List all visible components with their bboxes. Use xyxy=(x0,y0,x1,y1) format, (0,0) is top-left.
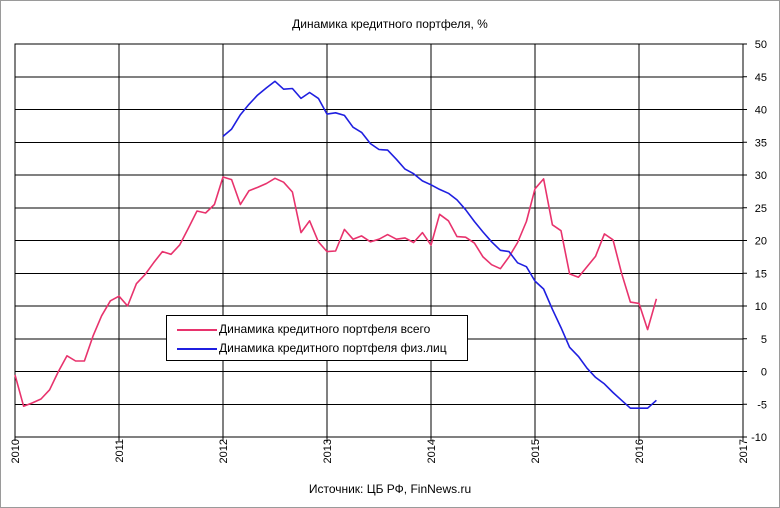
y-tick-label: 20 xyxy=(755,236,767,248)
legend: Динамика кредитного портфеля всего Динам… xyxy=(166,315,468,361)
x-tick-label: 2017 xyxy=(738,439,750,463)
y-tick-label: 35 xyxy=(755,137,767,149)
legend-swatch-total xyxy=(177,329,217,331)
grid xyxy=(14,43,744,438)
y-tick-label: 30 xyxy=(755,170,767,182)
y-tick-label: 50 xyxy=(755,39,767,51)
series-line-total xyxy=(14,176,658,408)
series-lines xyxy=(14,80,658,410)
x-tick-label: 2011 xyxy=(114,439,126,463)
y-tick-label: 5 xyxy=(761,334,767,346)
legend-label-retail: Динамика кредитного портфеля физ.лиц xyxy=(219,341,447,355)
chart-source: Источник: ЦБ РФ, FinNews.ru xyxy=(308,482,472,496)
y-tick-label: 45 xyxy=(755,72,767,84)
x-tick-label: 2015 xyxy=(530,439,542,463)
y-tick-label: 0 xyxy=(761,367,767,379)
x-tick-label: 2014 xyxy=(426,439,438,463)
y-tick-label: -5 xyxy=(757,399,767,411)
legend-label-total: Динамика кредитного портфеля всего xyxy=(219,322,431,336)
x-tick-label: 2013 xyxy=(322,439,334,463)
y-tick-label: 40 xyxy=(755,105,767,117)
series-line-retail xyxy=(222,80,657,410)
y-tick-label: 15 xyxy=(755,268,767,280)
x-tick-label: 2010 xyxy=(10,439,22,463)
x-tick-label: 2012 xyxy=(218,439,230,463)
y-tick-label: 25 xyxy=(755,203,767,215)
legend-swatch-retail xyxy=(177,348,217,350)
chart-title: Динамика кредитного портфеля, % xyxy=(292,17,488,31)
x-axis-ticks: 2010 2011 2012 2013 2014 2015 2016 2017 xyxy=(10,437,750,463)
y-tick-label: -10 xyxy=(751,432,767,444)
y-tick-label: 10 xyxy=(755,301,767,313)
x-tick-label: 2016 xyxy=(634,439,646,463)
